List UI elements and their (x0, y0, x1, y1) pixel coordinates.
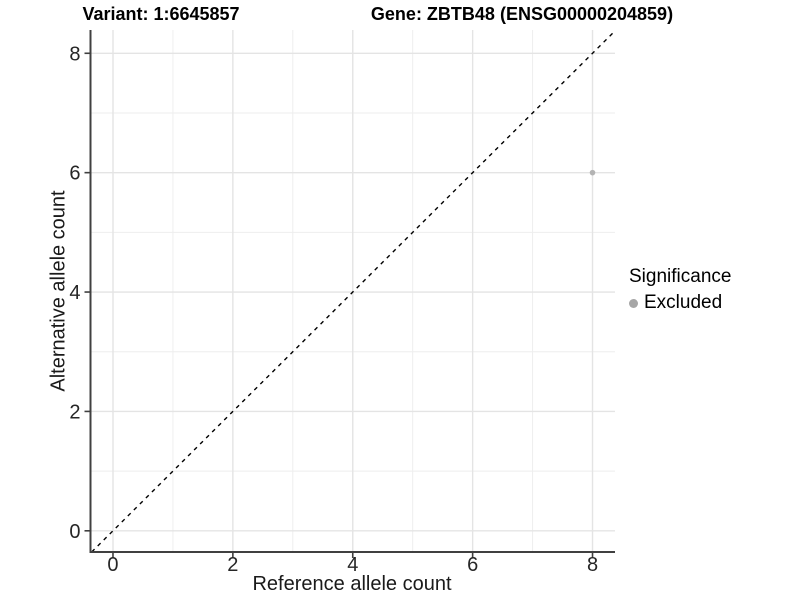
y-tick-label: 0 (69, 521, 80, 543)
variant-title: Variant: 1:6645857 (82, 4, 240, 24)
identity-dashed-line (91, 30, 616, 553)
x-tick-label: 0 (107, 554, 118, 576)
x-axis-title: Reference allele count (252, 573, 452, 595)
x-tick-label: 6 (467, 554, 478, 576)
y-tick-label: 4 (69, 282, 80, 304)
y-axis-title: Alternative allele count (47, 190, 70, 392)
data-point (589, 169, 596, 176)
gene-title: Gene: ZBTB48 (ENSG00000204859) (370, 4, 674, 24)
y-tick-label: 8 (69, 43, 80, 65)
y-tick-label: 6 (69, 163, 80, 185)
x-tick-label: 8 (587, 554, 598, 576)
x-tick-label: 2 (227, 554, 238, 576)
legend-key-dot-icon (629, 298, 638, 308)
legend-item: Excluded (629, 292, 731, 314)
legend-title: Significance (629, 266, 732, 287)
legend-item-label: Excluded (644, 292, 723, 313)
legend: Significance Excluded (629, 266, 731, 314)
y-tick-label: 2 (69, 401, 80, 423)
legend-items: Excluded (629, 292, 731, 314)
x-tick-label: 4 (347, 554, 358, 576)
